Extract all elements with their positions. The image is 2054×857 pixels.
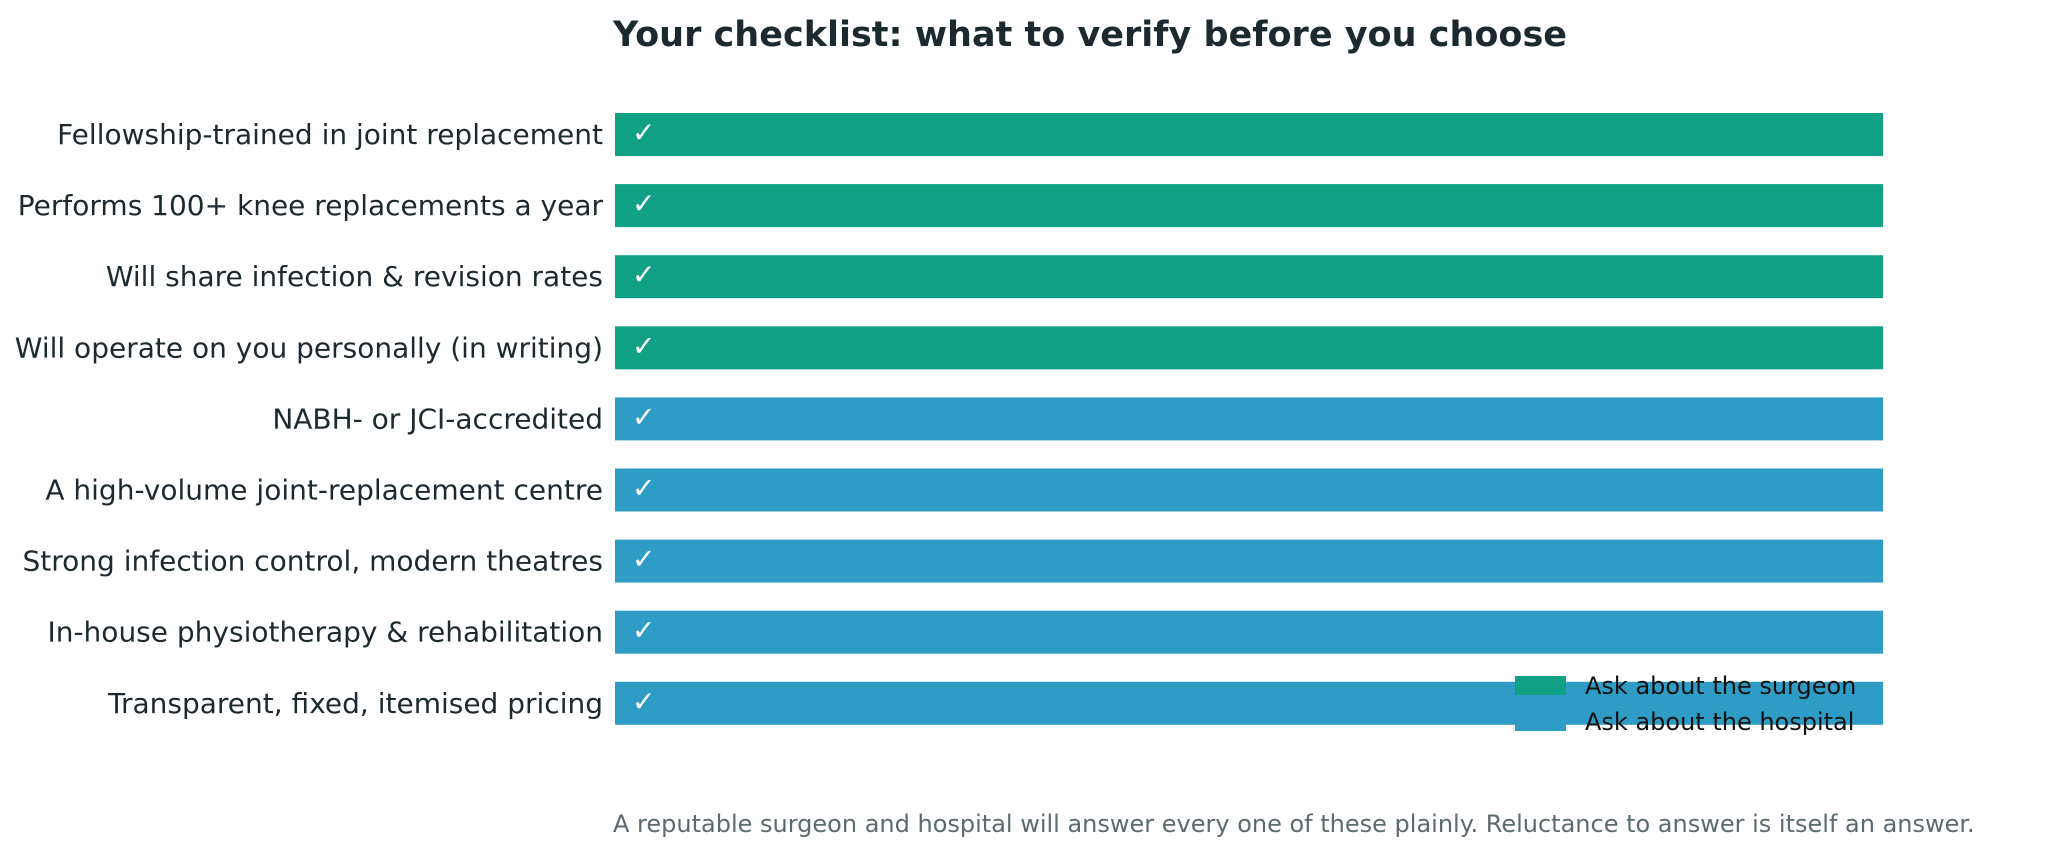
bar bbox=[615, 184, 1883, 228]
check-mark: ✓ bbox=[632, 614, 655, 647]
category-label: A high-volume joint-replacement centre bbox=[45, 474, 603, 507]
category-label: Performs 100+ knee replacements a year bbox=[18, 189, 604, 222]
check-mark: ✓ bbox=[632, 116, 655, 149]
category-label: Strong infection control, modern theatre… bbox=[23, 545, 603, 578]
bar bbox=[615, 397, 1883, 441]
legend: Ask about the surgeon Ask about the hospi… bbox=[1515, 672, 1856, 736]
bar bbox=[615, 468, 1883, 512]
check-mark: ✓ bbox=[632, 258, 655, 291]
bars-layer: Fellowship-trained in joint replacement ✓… bbox=[15, 113, 1883, 725]
check-mark: ✓ bbox=[632, 187, 655, 220]
check-mark: ✓ bbox=[632, 685, 655, 718]
category-label: Will share infection & revision rates bbox=[106, 260, 603, 293]
bar bbox=[615, 610, 1883, 654]
category-label: In-house physiotherapy & rehabilitation bbox=[47, 616, 603, 649]
category-label: Will operate on you personally (in writi… bbox=[15, 331, 603, 364]
category-label: Transparent, fixed, itemised pricing bbox=[107, 687, 603, 720]
bar bbox=[615, 113, 1883, 156]
bar bbox=[615, 326, 1883, 370]
category-label: NABH- or JCI-accredited bbox=[272, 402, 603, 435]
legend-label: Ask about the hospital bbox=[1585, 708, 1854, 736]
chart-title: Your checklist: what to verify before yo… bbox=[612, 15, 1567, 55]
check-mark: ✓ bbox=[632, 472, 655, 505]
bar bbox=[615, 539, 1883, 583]
legend-label: Ask about the surgeon bbox=[1585, 672, 1856, 700]
legend-swatch bbox=[1515, 712, 1566, 731]
bar bbox=[615, 255, 1883, 299]
chart-footnote: A reputable surgeon and hospital will an… bbox=[613, 810, 1975, 838]
check-mark: ✓ bbox=[632, 329, 655, 362]
legend-swatch bbox=[1515, 676, 1566, 695]
category-label: Fellowship-trained in joint replacement bbox=[57, 118, 603, 151]
check-mark: ✓ bbox=[632, 400, 655, 433]
bar bbox=[615, 681, 1883, 725]
check-mark: ✓ bbox=[632, 543, 655, 576]
